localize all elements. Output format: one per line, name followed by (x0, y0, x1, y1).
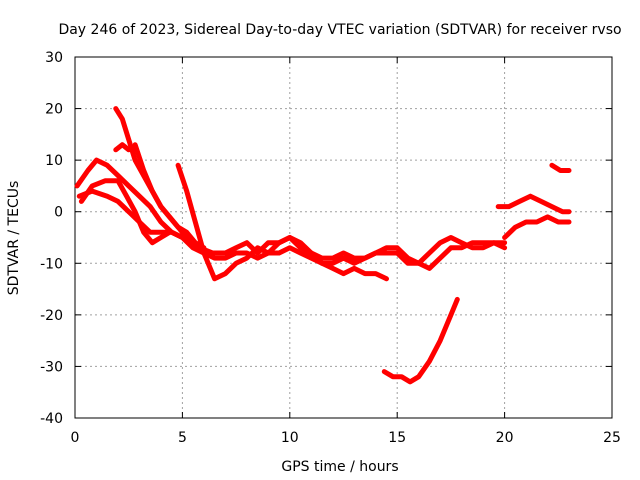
y-axis-label: SDTVAR / TECUs (6, 181, 22, 296)
series-track-i (495, 193, 572, 215)
series-track-b (76, 188, 508, 271)
series-track-f (132, 142, 207, 251)
y-tick-label: 0 (54, 205, 63, 221)
series-track-e (113, 142, 132, 153)
series-track-c (78, 178, 172, 246)
x-tick-label: 0 (71, 430, 80, 446)
series-track-k (549, 162, 572, 173)
chart-title: Day 246 of 2023, Sidereal Day-to-day VTE… (58, 22, 621, 38)
series-track-j (502, 214, 572, 240)
series-track-g (175, 162, 389, 282)
y-tick-label: 10 (45, 153, 63, 169)
y-tick-label: 30 (45, 50, 63, 66)
x-tick-label: 15 (388, 430, 406, 446)
y-tick-label: 20 (45, 102, 63, 118)
y-tick-label: -30 (40, 359, 63, 375)
x-tick-label: 10 (281, 430, 299, 446)
y-tick-label: -10 (40, 256, 63, 272)
plot-frame (74, 56, 613, 419)
series-track-h (381, 296, 460, 385)
y-tick-label: -20 (40, 308, 63, 324)
y-tick-label: -40 (40, 411, 63, 427)
x-tick-label: 5 (178, 430, 187, 446)
ticks-layer: 0 5 10 15 20 25 -40 -30 -20 -10 0 10 20 30 (40, 50, 621, 446)
x-tick-label: 25 (603, 430, 621, 446)
series-layer (74, 106, 572, 385)
grid-layer (75, 57, 612, 418)
x-tick-label: 20 (496, 430, 514, 446)
x-axis-label: GPS time / hours (281, 459, 398, 475)
